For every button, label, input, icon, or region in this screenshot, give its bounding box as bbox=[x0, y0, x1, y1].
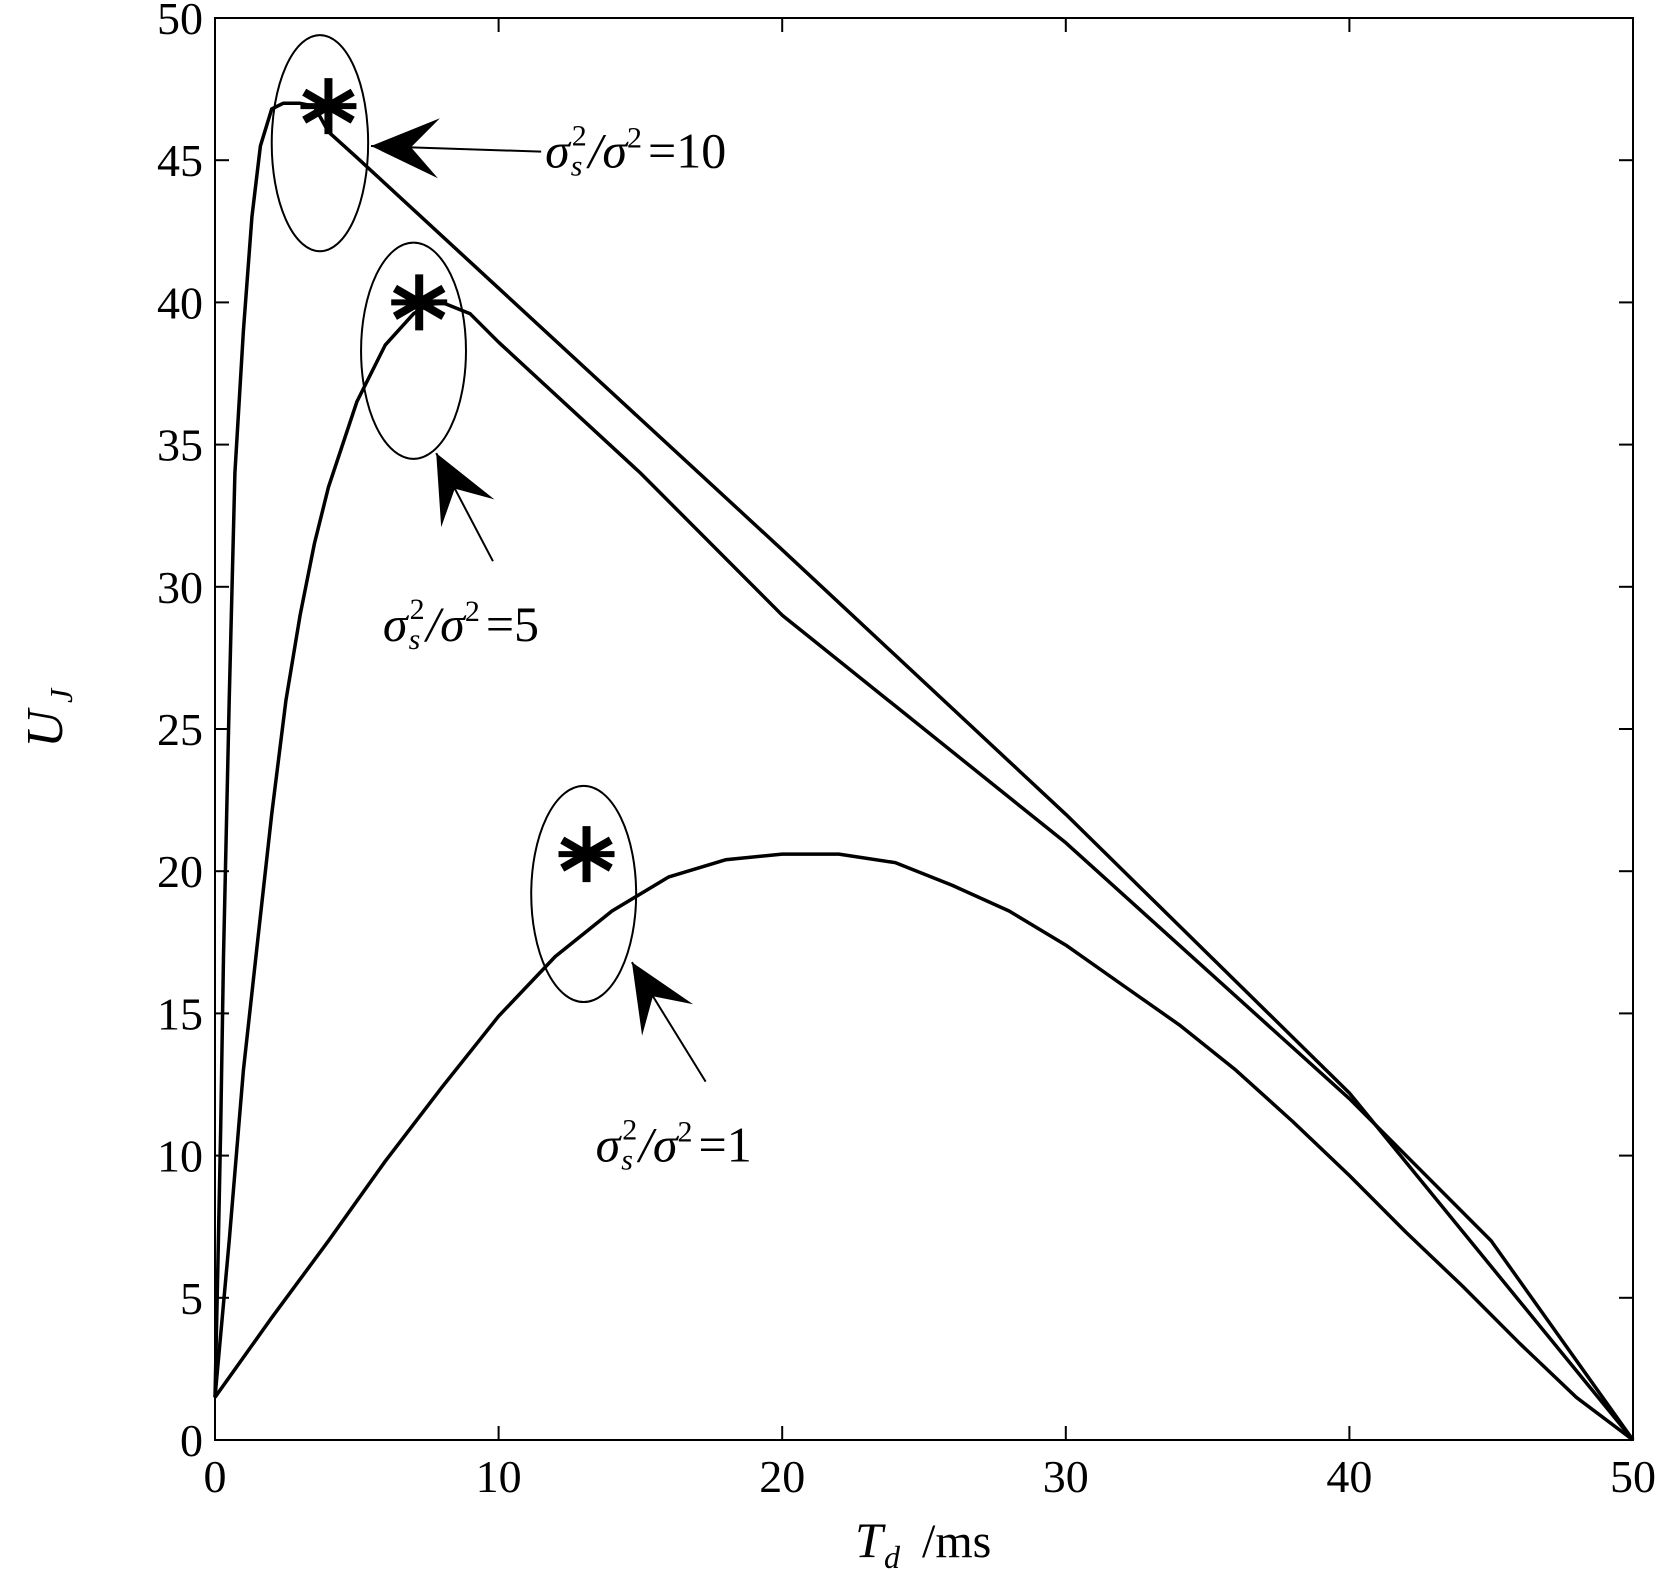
y-tick-label: 40 bbox=[157, 277, 203, 328]
annotation-label: σ2 s/σ2 =5 bbox=[383, 593, 539, 656]
annotation-layer: σ2 s/σ2 =10 σ2 s/σ2 =5 σ2 s/σ2 =1 bbox=[370, 118, 752, 1177]
axis-ticks: 0 10 20 30 40 50 0 5 10 15 20 25 30 35 40 45 50 bbox=[157, 0, 1656, 1502]
x-tick-label: 20 bbox=[759, 1451, 805, 1502]
series-line-3 bbox=[213, 852, 1635, 1442]
series-line-1 bbox=[213, 101, 1635, 1442]
y-tick-label: 30 bbox=[157, 562, 203, 613]
x-tick-label: 40 bbox=[1326, 1451, 1372, 1502]
marker-layer bbox=[300, 78, 615, 883]
series-line-2 bbox=[213, 300, 1635, 1442]
y-tick-label: 50 bbox=[157, 0, 203, 44]
svg-text:U: U bbox=[17, 707, 74, 748]
y-tick-label: 5 bbox=[180, 1273, 203, 1324]
svg-text:J: J bbox=[43, 687, 79, 703]
y-tick-label: 35 bbox=[157, 420, 203, 471]
highlight-ellipse bbox=[360, 241, 467, 460]
arrowhead bbox=[371, 118, 440, 179]
annotation-label: σ2 s/σ2 =1 bbox=[596, 1114, 752, 1177]
arrowhead bbox=[631, 962, 694, 1036]
y-tick-label: 20 bbox=[157, 846, 203, 897]
y-tick-label: 0 bbox=[180, 1415, 203, 1466]
svg-text:/ms: /ms bbox=[922, 1515, 991, 1568]
arrowhead bbox=[436, 453, 495, 528]
annotation-3: σ2 s/σ2 =1 bbox=[596, 961, 752, 1177]
annotation-2: σ2 s/σ2 =5 bbox=[383, 452, 539, 656]
x-axis-label: T d /ms bbox=[855, 1512, 991, 1570]
x-tick-label: 50 bbox=[1610, 1451, 1656, 1502]
highlight-ellipse bbox=[530, 784, 638, 1004]
annotation-label: σ2 s/σ2 =10 bbox=[545, 120, 726, 183]
svg-text:d: d bbox=[884, 1539, 901, 1570]
svg-text:T: T bbox=[855, 1512, 886, 1568]
peak-marker bbox=[391, 274, 448, 331]
y-tick-label: 25 bbox=[157, 704, 203, 755]
peak-marker bbox=[300, 78, 357, 135]
series-layer bbox=[213, 101, 1635, 1442]
y-axis-label: U J bbox=[17, 687, 79, 748]
ellipse-layer bbox=[270, 34, 638, 1004]
x-tick-label: 0 bbox=[204, 1451, 227, 1502]
y-tick-label: 45 bbox=[157, 135, 203, 186]
x-tick-label: 30 bbox=[1043, 1451, 1089, 1502]
y-tick-label: 10 bbox=[157, 1131, 203, 1182]
annotation-1: σ2 s/σ2 =10 bbox=[370, 118, 726, 183]
peak-marker bbox=[558, 826, 615, 883]
y-tick-label: 15 bbox=[157, 988, 203, 1039]
x-tick-label: 10 bbox=[476, 1451, 522, 1502]
highlight-ellipse bbox=[270, 34, 370, 253]
